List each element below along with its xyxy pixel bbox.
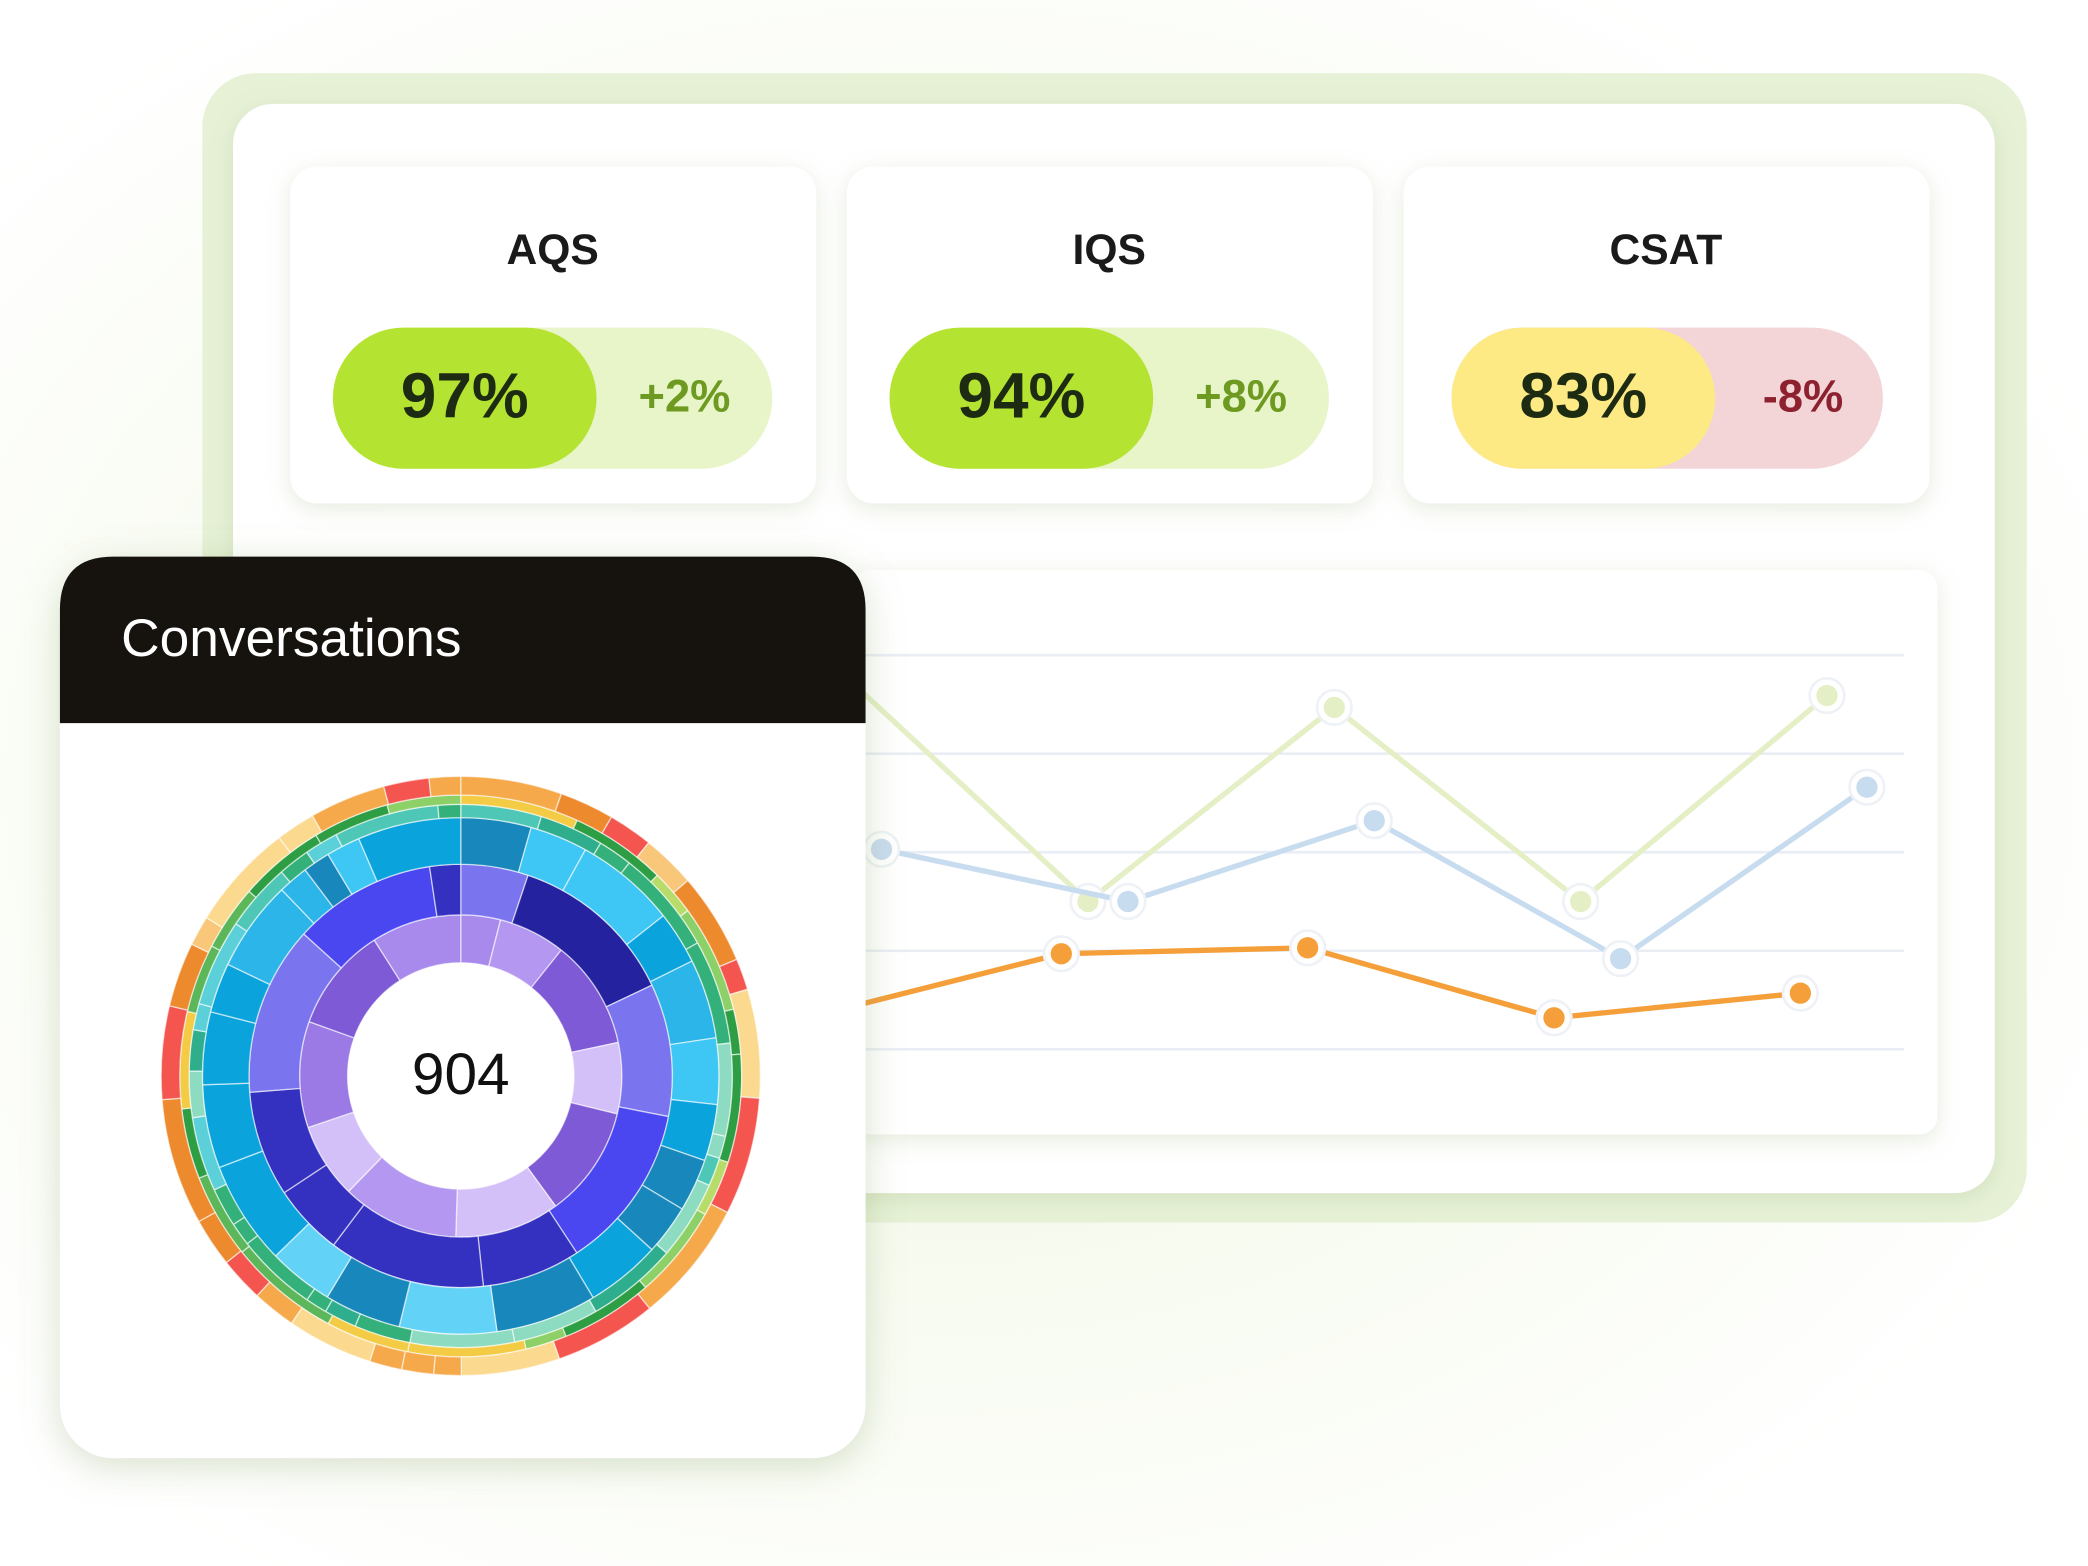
- kpi-title: CSAT: [1609, 226, 1722, 274]
- card-header: [59, 556, 866, 724]
- point: [1543, 1007, 1565, 1029]
- point: [1816, 684, 1838, 707]
- kpi-row: AQS 97% +2% IQS 94% +8% CSAT 83% -8%: [290, 166, 1930, 504]
- sunburst-segment: [201, 1010, 257, 1086]
- point: [1789, 982, 1812, 1004]
- sunburst: [160, 775, 761, 1377]
- point: [870, 838, 893, 860]
- sunburst-segment: [569, 1041, 623, 1115]
- sunburst-segment: [437, 803, 462, 820]
- sunburst-segment: [428, 775, 462, 798]
- sunburst-segment: [432, 1355, 463, 1377]
- kpi-title: IQS: [1073, 226, 1146, 274]
- sunburst-hole: [347, 962, 574, 1190]
- sunburst-segment: [669, 1036, 720, 1106]
- sunburst-segment: [398, 1280, 498, 1335]
- kpi-pill: [889, 327, 1154, 469]
- point: [1609, 948, 1632, 970]
- point: [1856, 776, 1878, 798]
- card-title: Conversations: [121, 609, 461, 668]
- sunburst-segment: [400, 1350, 436, 1376]
- kpi-title: AQS: [506, 226, 598, 274]
- kpi-pill: [332, 327, 597, 469]
- point: [1323, 696, 1345, 719]
- point: [1363, 810, 1385, 832]
- kpi-change: +2%: [639, 370, 731, 421]
- kpi-value: 94%: [957, 360, 1085, 432]
- kpi-change: +8%: [1195, 370, 1287, 421]
- point: [1569, 890, 1592, 913]
- kpi-card: AQS 97% +2%: [290, 166, 817, 504]
- sunburst-segment: [298, 1020, 356, 1129]
- point: [1117, 890, 1139, 913]
- point: [1297, 937, 1319, 959]
- total: 904: [412, 1042, 510, 1107]
- kpi-card: CSAT 83% -8%: [1403, 166, 1930, 504]
- kpi-value: 97%: [401, 360, 529, 432]
- point: [1050, 943, 1072, 965]
- kpi-value: 83%: [1519, 360, 1647, 432]
- kpi-change: -8%: [1763, 370, 1844, 421]
- kpi-card: IQS 94% +8%: [846, 166, 1373, 504]
- kpi-pill: [1451, 327, 1716, 469]
- line-chart: [852, 653, 1905, 1051]
